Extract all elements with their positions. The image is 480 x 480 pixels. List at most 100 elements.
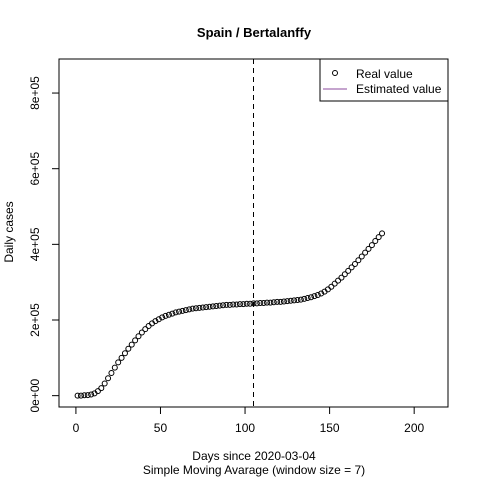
data-point [165,311,172,318]
data-point [375,234,382,241]
data-point [277,298,284,305]
data-point [311,293,318,300]
x-tick-label: 50 [154,421,168,435]
data-point [213,303,220,310]
data-point [226,301,233,308]
data-point [162,312,169,319]
data-point [341,271,348,278]
data-point [145,323,152,330]
data-point [179,307,186,314]
data-point [314,292,321,299]
data-point [209,303,216,310]
data-point [297,296,304,303]
data-point [216,302,223,309]
data-point [304,295,311,302]
data-point [257,299,264,306]
data-point [98,385,105,392]
data-point [81,392,88,399]
data-point [365,245,372,252]
legend-estimated-value-label: Estimated value [356,82,442,96]
data-point [308,294,315,301]
data-point [291,297,298,304]
data-point [101,380,108,387]
data-point [230,301,237,308]
data-point [108,369,115,376]
data-point [159,314,166,321]
data-points [74,230,386,399]
data-point [328,283,335,290]
data-point [88,391,95,398]
data-point [243,300,250,307]
chart-subtitle: Simple Moving Avarage (window size = 7) [143,463,365,477]
y-tick-label: 2e+05 [28,303,42,337]
data-point [125,345,132,352]
x-tick-label: 200 [404,421,424,435]
data-point [358,253,365,260]
data-point [362,249,369,256]
data-point [142,326,149,333]
y-tick-label: 6e+05 [28,152,42,186]
data-point [250,300,257,307]
x-axis-label: Days since 2020-03-04 [192,449,316,463]
y-tick-label: 4e+05 [28,227,42,261]
legend: Real value Estimated value [319,58,449,102]
data-point [260,299,267,306]
data-point [264,299,271,306]
data-point [267,299,274,306]
data-point [274,298,281,305]
data-point [94,388,101,395]
data-point [253,300,260,307]
data-point [287,297,294,304]
data-point [138,329,145,336]
data-point [280,298,287,305]
x-axis: 0 50 100 150 200 [73,406,425,435]
data-point [236,301,243,308]
data-point [220,302,227,309]
data-point [74,392,81,399]
data-point [182,307,189,314]
data-point [223,301,230,308]
data-point [121,350,128,357]
data-point [379,230,386,237]
data-point [301,295,308,302]
data-point [355,257,362,264]
data-point [294,296,301,303]
data-point [111,364,118,371]
data-point [115,359,122,366]
data-point [186,306,193,313]
legend-real-value-symbol [332,70,338,76]
data-point [284,298,291,305]
data-point [105,375,112,382]
data-point [192,305,199,312]
data-point [335,277,342,284]
data-point [199,304,206,311]
data-point [270,299,277,306]
x-tick-label: 100 [235,421,255,435]
legend-box [319,58,449,102]
data-point [135,333,142,340]
chart-title: Spain / Bertalanffy [197,25,312,40]
x-tick-label: 150 [320,421,340,435]
data-point [203,304,210,311]
data-point [348,264,355,271]
legend-real-value-label: Real value [356,67,413,81]
data-point [118,354,125,361]
data-point [77,392,84,399]
data-point [345,267,352,274]
data-point [351,261,358,268]
data-point [189,305,196,312]
data-point [240,301,247,308]
y-tick-label: 0e+00 [28,378,42,412]
y-tick-label: 8e+05 [28,76,42,110]
data-point [368,242,375,249]
data-point [206,303,213,310]
y-axis-label: Daily cases [2,201,16,262]
data-point [132,337,139,344]
data-point [169,310,176,317]
data-point [338,274,345,281]
x-tick-label: 0 [73,421,80,435]
data-point [196,304,203,311]
data-point [128,341,135,348]
data-point [176,308,183,315]
